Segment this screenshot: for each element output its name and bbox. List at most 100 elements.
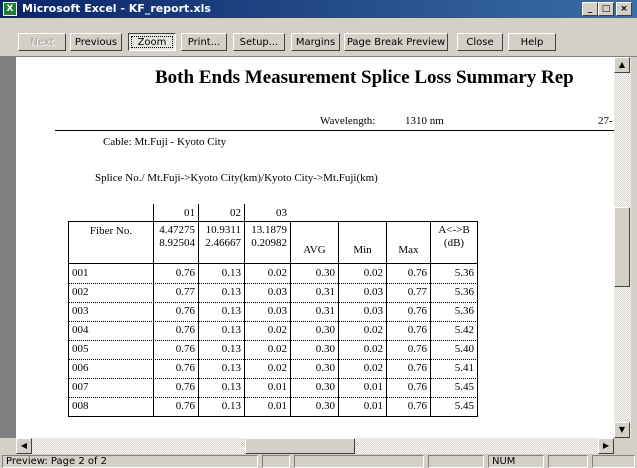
loss-value: 0.30 bbox=[290, 264, 338, 283]
loss-value: 0.76 bbox=[386, 340, 430, 359]
row-rule bbox=[68, 359, 478, 360]
loss-value: 0.02 bbox=[244, 321, 290, 340]
header-text: 4.47275 bbox=[159, 224, 195, 236]
date-fragment: 27- bbox=[598, 115, 613, 127]
header-text: AVG bbox=[303, 244, 326, 256]
row-rule bbox=[68, 321, 478, 322]
fiber-no: 006 bbox=[68, 359, 153, 378]
loss-value: 5.36 bbox=[430, 302, 478, 321]
toolbar-button[interactable]: Print... bbox=[181, 33, 227, 51]
toolbar-button[interactable]: Close bbox=[457, 33, 503, 51]
loss-value: 0.02 bbox=[338, 340, 386, 359]
scroll-right[interactable]: ▶ bbox=[598, 438, 614, 454]
header-text: Max bbox=[398, 244, 419, 256]
loss-value: 0.01 bbox=[338, 397, 386, 416]
row-rule bbox=[68, 302, 478, 303]
loss-value: 0.30 bbox=[290, 359, 338, 378]
loss-value: 0.76 bbox=[153, 397, 198, 416]
header-text: Min bbox=[353, 244, 372, 256]
vertical-scrollbar[interactable]: ▲ ▼ bbox=[614, 57, 631, 438]
row-rule bbox=[68, 283, 478, 284]
toolbar-button[interactable]: Help bbox=[508, 33, 556, 51]
loss-value: 0.01 bbox=[338, 378, 386, 397]
toolbar-button[interactable]: Previous bbox=[70, 33, 122, 51]
loss-value: 0.76 bbox=[386, 264, 430, 283]
loss-value: 0.76 bbox=[153, 359, 198, 378]
loss-value: 0.02 bbox=[338, 264, 386, 283]
fiber-no: 002 bbox=[68, 283, 153, 302]
header-cell: Fiber No. bbox=[68, 221, 153, 263]
toolbar-button[interactable]: Page Break Preview bbox=[344, 33, 448, 51]
minimize-button[interactable]: _ bbox=[582, 2, 598, 16]
status-panel bbox=[592, 455, 635, 468]
header-cell: 10.9311 2.46667 bbox=[198, 221, 244, 263]
loss-value: 0.13 bbox=[198, 359, 244, 378]
loss-value: 0.76 bbox=[386, 397, 430, 416]
horizontal-scrollbar[interactable]: ◀ ▶ bbox=[16, 438, 614, 454]
header-text: 10.9311 bbox=[205, 224, 241, 236]
loss-value: 0.13 bbox=[198, 340, 244, 359]
loss-value: 0.76 bbox=[386, 302, 430, 321]
header-rule bbox=[55, 130, 614, 131]
vertical-thumb[interactable] bbox=[614, 207, 630, 287]
status-panel bbox=[548, 455, 588, 468]
loss-value: 0.13 bbox=[198, 283, 244, 302]
loss-value: 0.31 bbox=[290, 302, 338, 321]
loss-value: 0.13 bbox=[198, 397, 244, 416]
scroll-up[interactable]: ▲ bbox=[614, 57, 630, 73]
preview-area: Both Ends Measurement Splice Loss Summar… bbox=[0, 57, 614, 438]
app-icon: X bbox=[3, 2, 17, 16]
loss-value: 0.03 bbox=[338, 283, 386, 302]
splice-number: 02 bbox=[198, 204, 244, 221]
fiber-no: 004 bbox=[68, 321, 153, 340]
loss-value: 5.36 bbox=[430, 283, 478, 302]
close-window-button[interactable]: × bbox=[616, 2, 632, 16]
fiber-no: 003 bbox=[68, 302, 153, 321]
loss-value: 5.45 bbox=[430, 378, 478, 397]
splice-number: 01 bbox=[153, 204, 198, 221]
splice-note: Splice No./ Mt.Fuji->Kyoto City(km)/Kyot… bbox=[95, 172, 378, 184]
maximize-button[interactable]: □ bbox=[598, 2, 614, 16]
loss-value: 0.02 bbox=[338, 359, 386, 378]
scroll-down[interactable]: ▼ bbox=[614, 422, 630, 438]
horizontal-thumb[interactable] bbox=[245, 438, 355, 454]
row-rule bbox=[68, 340, 478, 341]
status-panel bbox=[262, 455, 290, 468]
loss-value: 0.31 bbox=[290, 283, 338, 302]
status-panel bbox=[294, 455, 424, 468]
loss-value: 5.41 bbox=[430, 359, 478, 378]
header-rule bbox=[68, 263, 478, 264]
toolbar-button[interactable]: Margins bbox=[291, 33, 340, 51]
scroll-left[interactable]: ◀ bbox=[16, 438, 32, 454]
toolbar-button[interactable]: Setup... bbox=[233, 33, 285, 51]
loss-value: 0.76 bbox=[386, 359, 430, 378]
print-page: Both Ends Measurement Splice Loss Summar… bbox=[16, 57, 614, 438]
header-cell: A<->B (dB) bbox=[430, 221, 478, 263]
row-rule bbox=[68, 416, 478, 417]
splice-number: 03 bbox=[244, 204, 290, 221]
header-cell: Min bbox=[338, 221, 386, 263]
header-cell: 13.1879 0.20982 bbox=[244, 221, 290, 263]
header-text: Fiber No. bbox=[89, 225, 133, 237]
header-text: 2.46667 bbox=[205, 237, 241, 249]
status-panel bbox=[428, 455, 484, 468]
loss-value: 0.30 bbox=[290, 397, 338, 416]
toolbar-button[interactable]: Zoom bbox=[128, 33, 176, 51]
wavelength-value: 1310 nm bbox=[405, 115, 444, 127]
loss-value: 0.02 bbox=[338, 321, 386, 340]
loss-value: 0.76 bbox=[153, 321, 198, 340]
toolbar-button[interactable]: Next bbox=[18, 33, 66, 51]
report-title: Both Ends Measurement Splice Loss Summar… bbox=[155, 67, 574, 88]
loss-value: 0.02 bbox=[244, 359, 290, 378]
loss-value: 0.02 bbox=[244, 264, 290, 283]
fiber-no: 008 bbox=[68, 397, 153, 416]
loss-value: 0.03 bbox=[244, 283, 290, 302]
loss-value: 0.76 bbox=[386, 321, 430, 340]
loss-value: 0.02 bbox=[244, 340, 290, 359]
header-cell: 4.47275 8.92504 bbox=[153, 221, 198, 263]
loss-value: 0.03 bbox=[338, 302, 386, 321]
loss-value: 0.77 bbox=[386, 283, 430, 302]
header-text: A<->B bbox=[438, 224, 470, 236]
loss-value: 5.42 bbox=[430, 321, 478, 340]
loss-value: 5.40 bbox=[430, 340, 478, 359]
